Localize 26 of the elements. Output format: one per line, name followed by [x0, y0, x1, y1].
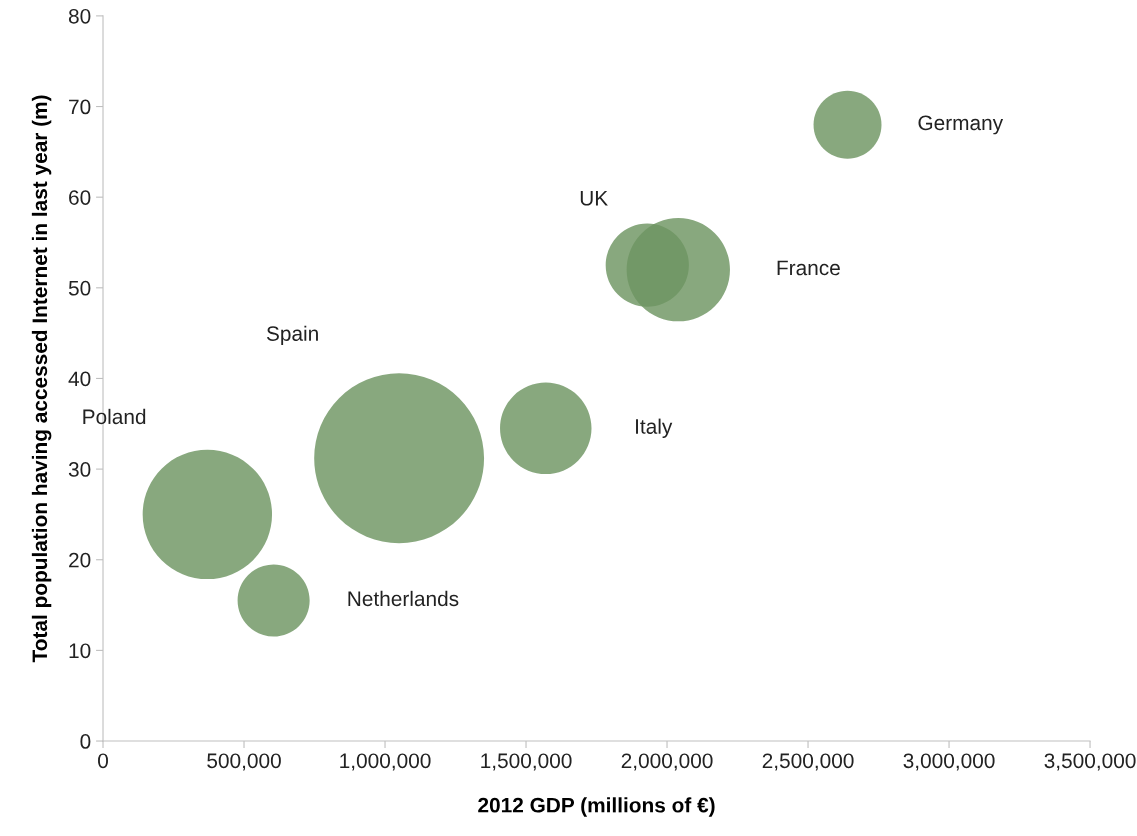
series-label: Netherlands — [348, 590, 459, 607]
x-tick-label: 1,500,000 — [481, 753, 572, 771]
y-tick-label: 30 — [68, 462, 91, 477]
x-tick-label: 0 — [98, 753, 108, 769]
y-tick-label: 50 — [68, 280, 91, 296]
text: France — [777, 260, 840, 276]
x-axis-title: 2012 GDP (millions of €) — [478, 797, 715, 817]
x-tick-label: 500,000 — [207, 753, 281, 771]
x-tick-label: 3,500,000 — [1044, 753, 1136, 771]
y-tick-label: 70 — [69, 99, 91, 115]
y-tick-label: 40 — [68, 371, 91, 387]
x-tick-label: 2,500,000 — [762, 753, 854, 771]
y-tick-label: 20 — [69, 552, 91, 568]
text: Italy — [636, 418, 673, 439]
y-tick-label: 80 — [68, 8, 91, 24]
x-tick-label: 2,000,000 — [621, 753, 713, 771]
text: Spain — [266, 325, 318, 346]
y-tick-label: 0 — [80, 734, 91, 749]
y-axis-title: Total population having accessed Internet in last year (m) — [31, 95, 52, 663]
y-tick-label: 60 — [69, 190, 91, 205]
x-tick-label: 3,000,000 — [903, 753, 995, 771]
series-label: Germany — [918, 115, 1004, 135]
x-tick-label: 1,000,000 — [340, 753, 431, 771]
text: Poland — [83, 408, 146, 425]
series-label: UK — [580, 191, 608, 206]
y-tick-label: 10 — [69, 643, 91, 659]
